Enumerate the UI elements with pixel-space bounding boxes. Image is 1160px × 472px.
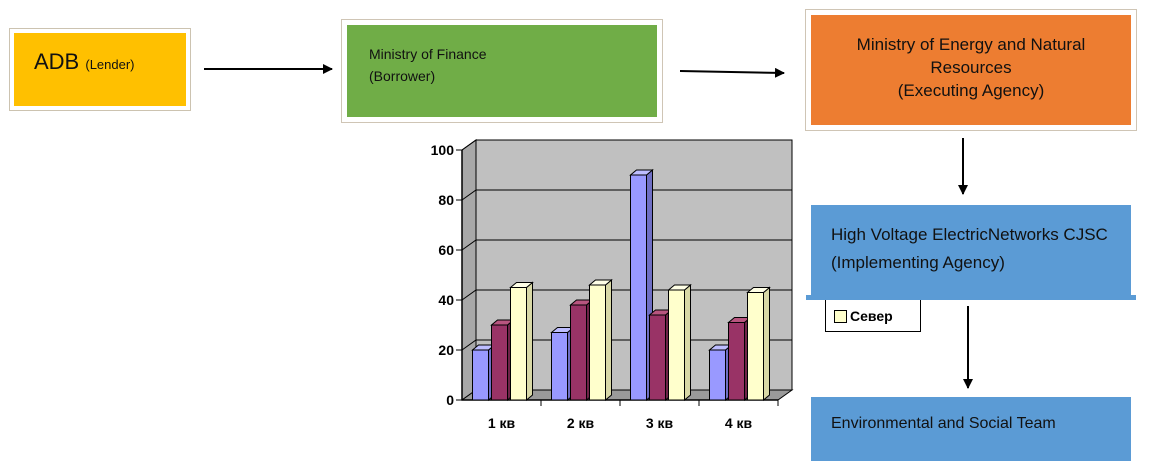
legend-swatch-sever	[834, 310, 847, 323]
est-label: Environmental and Social Team	[831, 415, 1056, 432]
bar-side	[605, 278, 612, 402]
adb-label: ADB	[34, 49, 80, 74]
y-tick-label: 100	[431, 142, 455, 158]
bar	[570, 304, 587, 401]
y-tick-label: 20	[438, 342, 454, 358]
mof-line1: Ministry of Finance	[369, 46, 487, 62]
gridline	[461, 239, 792, 251]
bar-side	[684, 283, 691, 402]
bar-side	[763, 286, 770, 402]
ministry-of-energy-box: Ministry of Energy and Natural Resources…	[805, 9, 1137, 131]
bar	[747, 292, 764, 401]
ministry-of-finance-box: Ministry of Finance (Borrower)	[341, 19, 663, 123]
moe-line2: Resources	[930, 58, 1012, 77]
bar	[491, 324, 508, 401]
hv-line1: High Voltage ElectricNetworks CJSC	[831, 225, 1108, 244]
y-tick-label: 40	[438, 292, 454, 308]
bar-top	[629, 169, 654, 176]
x-tick-label: 1 кв	[488, 415, 516, 431]
bar-top	[588, 279, 613, 286]
high-voltage-networks-box: High Voltage ElectricNetworks CJSC (Impl…	[806, 200, 1136, 296]
y-tick-label: 80	[438, 192, 454, 208]
bar	[472, 349, 489, 401]
gridline	[461, 189, 792, 201]
x-tick-label: 2 кв	[567, 415, 595, 431]
bar	[709, 349, 726, 401]
bar	[728, 322, 745, 401]
adb-lender-box: ADB (Lender)	[9, 28, 191, 111]
bar-top	[667, 284, 692, 291]
chart-legend: Север	[825, 300, 921, 332]
legend-label-sever: Север	[850, 308, 893, 324]
x-tick-label: 4 кв	[725, 415, 753, 431]
hv-line2: (Implementing Agency)	[831, 253, 1005, 272]
bar	[510, 287, 527, 401]
adb-sublabel: (Lender)	[85, 57, 135, 72]
gridline	[461, 139, 792, 151]
bar	[649, 314, 666, 401]
mof-line2: (Borrower)	[369, 68, 436, 84]
y-tick-label: 0	[446, 392, 454, 408]
bar	[668, 289, 685, 401]
hv-box-underline	[806, 295, 1136, 300]
bar	[589, 284, 606, 401]
bar-top	[509, 282, 534, 288]
environmental-social-team-box: Environmental and Social Team	[806, 392, 1136, 466]
moe-line1: Ministry of Energy and Natural	[856, 35, 1086, 54]
bar	[630, 174, 647, 401]
bar-top	[746, 287, 771, 293]
x-tick-label: 3 кв	[646, 415, 674, 431]
arrow-mof-to-moe	[679, 67, 785, 78]
moe-line3: (Executing Agency)	[897, 81, 1045, 100]
y-tick-label: 60	[438, 242, 454, 258]
bar-side	[526, 281, 533, 402]
bar	[551, 332, 568, 401]
